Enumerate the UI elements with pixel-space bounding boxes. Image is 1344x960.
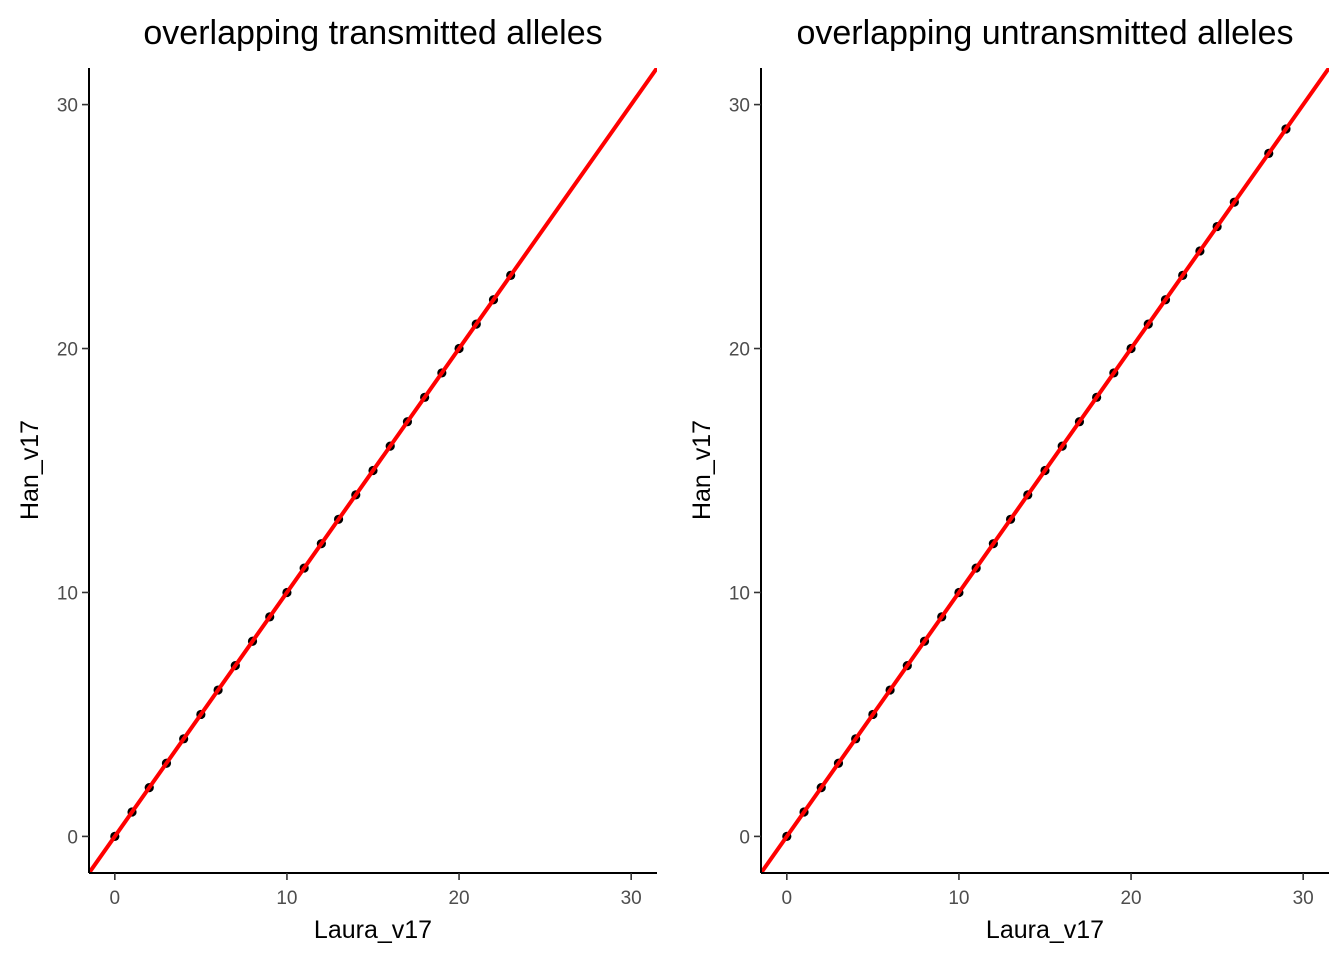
x-axis-title: Laura_v17: [986, 916, 1104, 944]
fit-line: [89, 68, 657, 873]
x-tick-label: 30: [1293, 888, 1314, 909]
x-axis-title: Laura_v17: [314, 916, 432, 944]
x-tick-label: 10: [276, 888, 297, 909]
fit-line: [761, 68, 1329, 873]
y-tick-label: 10: [57, 583, 78, 604]
panel-transmitted: overlapping transmitted alleles Laura_v1…: [16, 14, 657, 944]
y-axis-title: Han_v17: [688, 420, 716, 520]
y-tick-label: 30: [729, 96, 750, 117]
y-tick-label: 0: [67, 827, 78, 848]
x-tick-label: 20: [1120, 888, 1141, 909]
y-tick-label: 30: [57, 96, 78, 117]
y-tick-label: 20: [729, 340, 750, 361]
x-tick-label: 0: [782, 888, 793, 909]
y-tick-label: 20: [57, 340, 78, 361]
x-tick-label: 30: [621, 888, 642, 909]
x-tick-label: 0: [110, 888, 121, 909]
y-tick-label: 10: [729, 583, 750, 604]
y-axis-title: Han_v17: [16, 420, 44, 520]
panel-title: overlapping transmitted alleles: [143, 14, 602, 52]
panel-untransmitted: overlapping untransmitted alleles Laura_…: [688, 14, 1329, 944]
y-tick-label: 0: [739, 827, 750, 848]
x-tick-label: 10: [948, 888, 969, 909]
panel-title: overlapping untransmitted alleles: [796, 14, 1293, 52]
x-tick-label: 20: [448, 888, 469, 909]
